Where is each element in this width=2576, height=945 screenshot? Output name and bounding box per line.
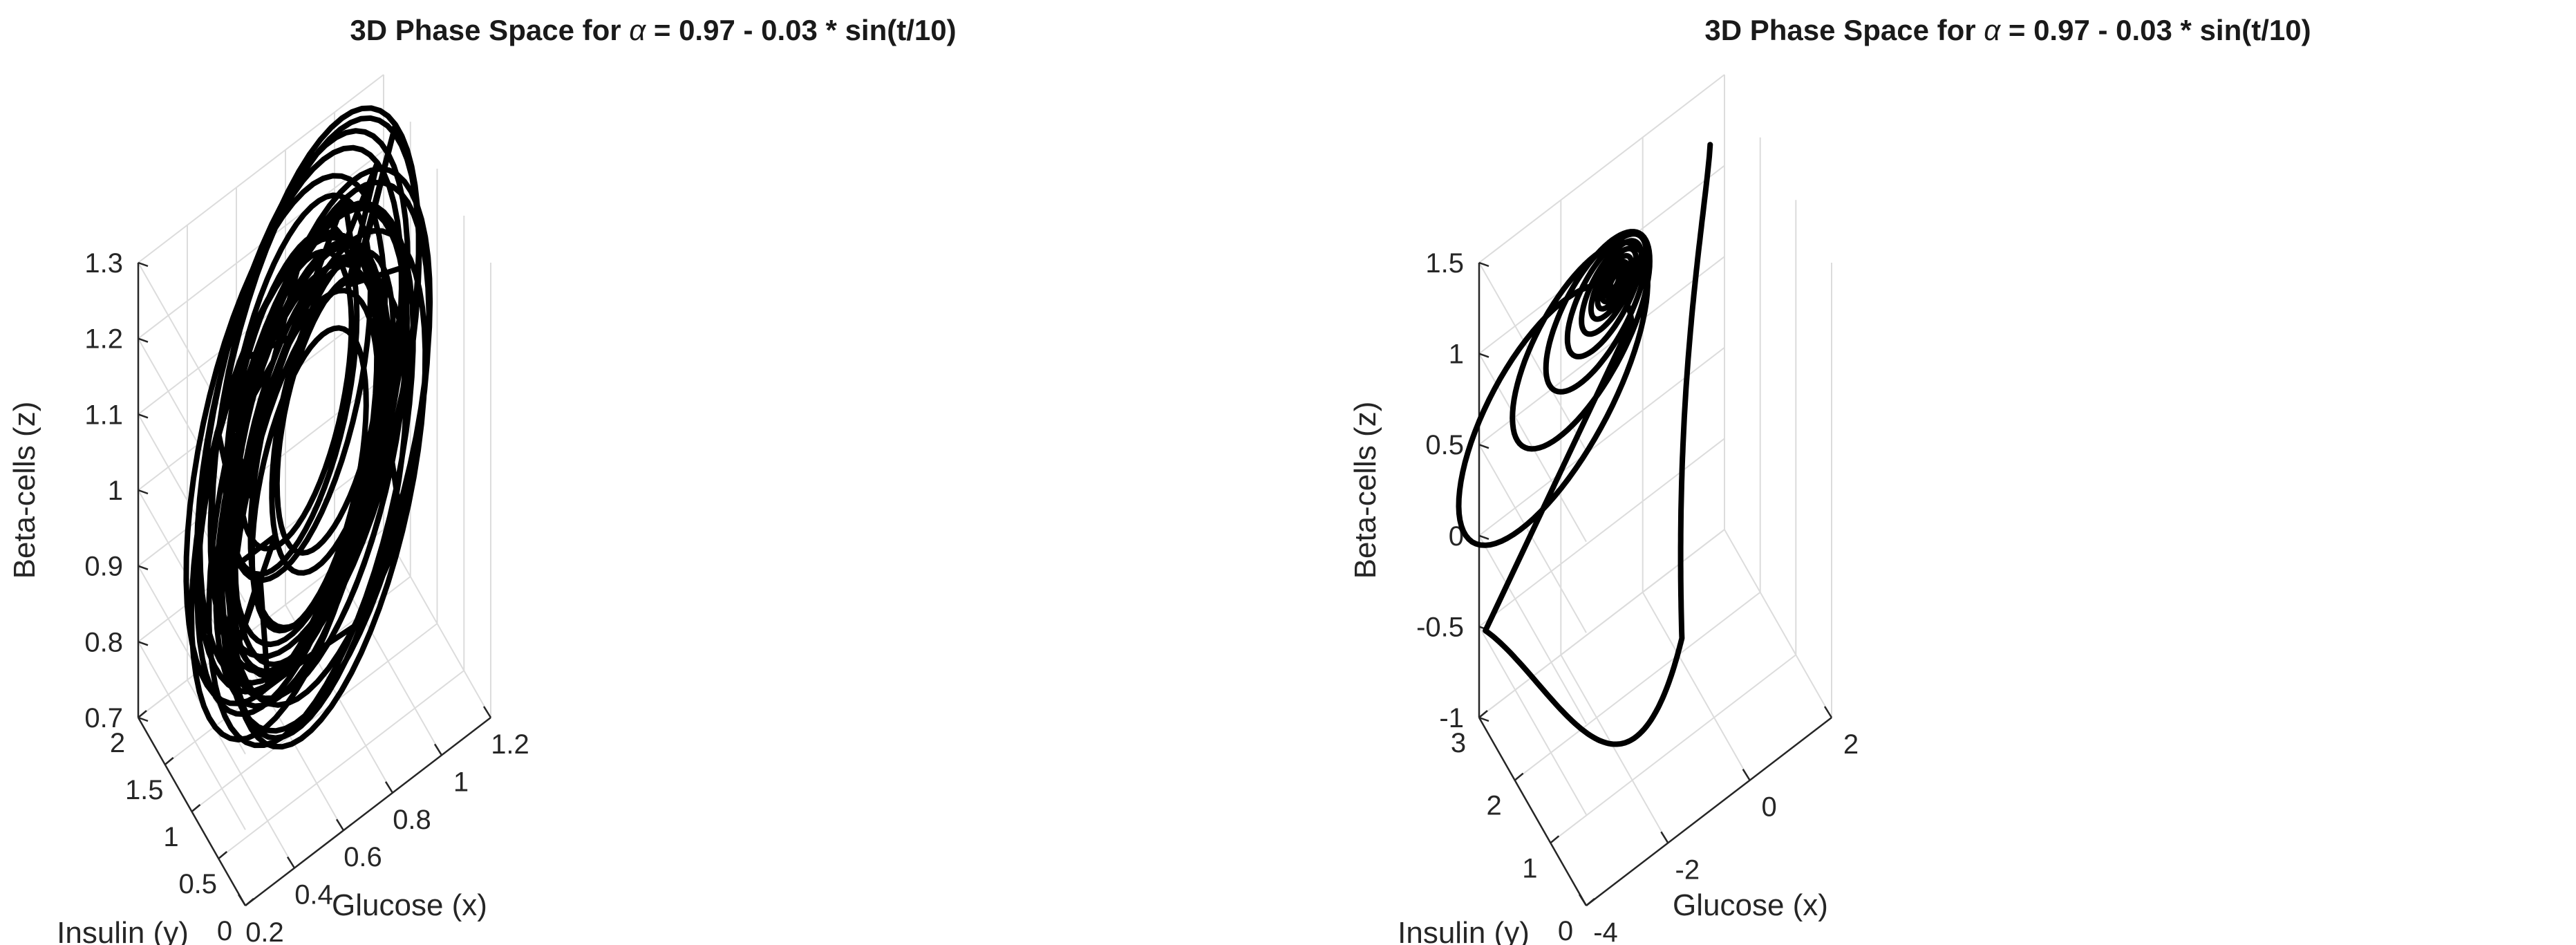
x-tick-mark-0 — [237, 894, 247, 906]
z-axis-label: Beta-cells (z) — [8, 402, 41, 579]
y-tick-mark-3 — [1478, 710, 1488, 718]
x-tick-label-3: 0.8 — [393, 805, 431, 835]
y-tick-mark-1 — [218, 851, 228, 859]
y-tick-label-1: 1 — [1522, 853, 1537, 883]
z-tick-mark-0 — [1478, 716, 1489, 722]
x-tick-label-0: 0.2 — [245, 917, 284, 945]
y-axis-label: Insulin (y) — [1398, 916, 1530, 945]
y-axis-label: Insulin (y) — [57, 916, 189, 945]
x-tick-mark-5 — [482, 706, 492, 718]
y-tick-mark-2 — [191, 804, 201, 812]
x-axis-label: Glucose (x) — [1673, 888, 1828, 922]
z-tick-mark-6 — [138, 261, 149, 268]
y-tick-label-2: 1 — [163, 822, 178, 852]
x-tick-mark-2 — [1742, 769, 1751, 781]
z-tick-label-4: 1.1 — [84, 400, 123, 430]
x-tick-mark-3 — [1823, 706, 1833, 718]
grid-z-3 — [1478, 256, 1725, 633]
title-suffix: = 0.97 - 0.03 * sin(t/10) — [2000, 14, 2311, 46]
z-tick-label-5: 1.2 — [84, 324, 123, 355]
y-axis-line — [1478, 717, 1588, 906]
x-tick-mark-1 — [1660, 831, 1669, 843]
x-axis-line — [245, 717, 491, 906]
z-tick-label-2: 0.9 — [84, 552, 123, 582]
x-axis-label: Glucose (x) — [332, 888, 487, 922]
chart-title: 3D Phase Space for α = 0.97 - 0.03 * sin… — [1704, 14, 2311, 46]
x-tick-label-2: 0 — [1762, 792, 1777, 823]
y-tick-label-3: 1.5 — [125, 775, 164, 805]
y-tick-mark-4 — [138, 710, 147, 718]
y-tick-mark-0 — [245, 898, 254, 906]
z-tick-label-0: 0.7 — [84, 703, 123, 733]
z-tick-label-5: 1.5 — [1425, 248, 1464, 279]
axes: 0.20.40.60.811.200.511.520.70.80.911.11.… — [8, 248, 529, 945]
z-tick-mark-0 — [138, 716, 149, 722]
z-tick-label-1: 0.8 — [84, 627, 123, 657]
x-tick-mark-1 — [286, 856, 296, 869]
z-tick-mark-4 — [138, 413, 149, 419]
y-tick-label-2: 2 — [1487, 791, 1502, 821]
x-tick-label-2: 0.6 — [344, 842, 382, 872]
z-tick-mark-5 — [1478, 261, 1489, 268]
y-tick-label-4: 2 — [110, 728, 125, 758]
z-tick-label-3: 0.5 — [1425, 430, 1464, 460]
z-tick-mark-5 — [138, 337, 149, 343]
title-prefix: 3D Phase Space for — [1704, 14, 1984, 46]
x-tick-label-1: 0.4 — [294, 880, 333, 910]
x-tick-mark-0 — [1578, 894, 1588, 906]
x-tick-mark-2 — [335, 818, 345, 831]
x-tick-label-4: 1 — [453, 767, 469, 797]
grid-x-2 — [1642, 137, 1751, 781]
x-tick-label-1: -2 — [1675, 854, 1700, 885]
grid-z-0 — [1478, 529, 1725, 906]
y-tick-mark-3 — [164, 757, 174, 765]
grid-y-1 — [218, 216, 465, 859]
grid-lines — [1478, 74, 1832, 906]
y-tick-mark-1 — [1550, 835, 1560, 844]
x-tick-mark-3 — [384, 781, 394, 794]
z-tick-mark-1 — [138, 641, 149, 646]
grid-y-1 — [1550, 200, 1797, 844]
y-tick-mark-2 — [1514, 772, 1524, 781]
title-prefix: 3D Phase Space for — [350, 14, 629, 46]
title-suffix: = 0.97 - 0.03 * sin(t/10) — [646, 14, 956, 46]
y-tick-label-0: 0 — [217, 916, 232, 945]
x-tick-label-3: 2 — [1843, 729, 1859, 760]
z-tick-label-6: 1.3 — [84, 248, 123, 279]
z-tick-mark-2 — [1478, 534, 1489, 540]
z-tick-mark-3 — [1478, 444, 1489, 449]
x-axis-line — [1586, 717, 1832, 906]
y-tick-label-1: 0.5 — [178, 869, 217, 899]
grid-z-1 — [1478, 438, 1725, 815]
x-tick-mark-4 — [433, 743, 443, 756]
trajectory-line — [183, 105, 433, 750]
z-tick-label-0: -1 — [1439, 703, 1464, 733]
z-tick-mark-2 — [138, 565, 149, 570]
z-tick-label-4: 1 — [1449, 339, 1464, 370]
z-tick-mark-4 — [1478, 353, 1489, 358]
z-tick-label-1: -0.5 — [1416, 612, 1464, 642]
title-symbol: α — [629, 14, 646, 46]
grid-y-2 — [1514, 137, 1761, 781]
x-tick-label-5: 1.2 — [491, 729, 529, 760]
y-tick-label-0: 0 — [1558, 916, 1573, 945]
z-tick-label-3: 1 — [108, 476, 123, 506]
chart-title: 3D Phase Space for α = 0.97 - 0.03 * sin… — [350, 14, 956, 46]
chart-left: 0.20.40.60.811.200.511.520.70.80.911.11.… — [8, 14, 957, 945]
x-tick-label-0: -4 — [1593, 917, 1618, 945]
title-symbol: α — [1984, 14, 2001, 46]
z-tick-mark-3 — [138, 489, 149, 495]
y-tick-mark-0 — [1586, 898, 1595, 906]
grid-x-3 — [1724, 75, 1832, 718]
y-tick-label-3: 3 — [1451, 728, 1466, 758]
trajectory-line — [1456, 142, 1713, 747]
z-axis-label: Beta-cells (z) — [1348, 402, 1382, 579]
